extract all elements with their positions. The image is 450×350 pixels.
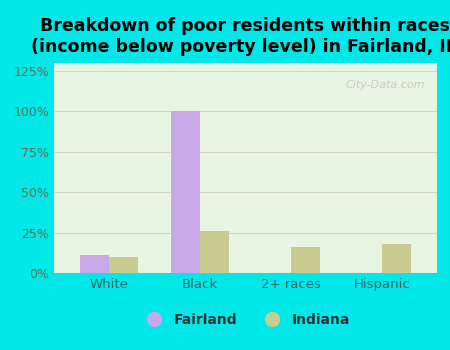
Bar [171, 111, 200, 273]
Legend: Fairland, Indiana: Fairland, Indiana [135, 307, 356, 332]
Bar [200, 231, 229, 273]
Bar [382, 244, 411, 273]
Title: Breakdown of poor residents within races
(income below poverty level) in Fairlan: Breakdown of poor residents within races… [31, 17, 450, 56]
Text: City-Data.com: City-Data.com [346, 80, 425, 90]
Bar [80, 255, 108, 273]
Bar [108, 257, 138, 273]
Bar [291, 247, 320, 273]
